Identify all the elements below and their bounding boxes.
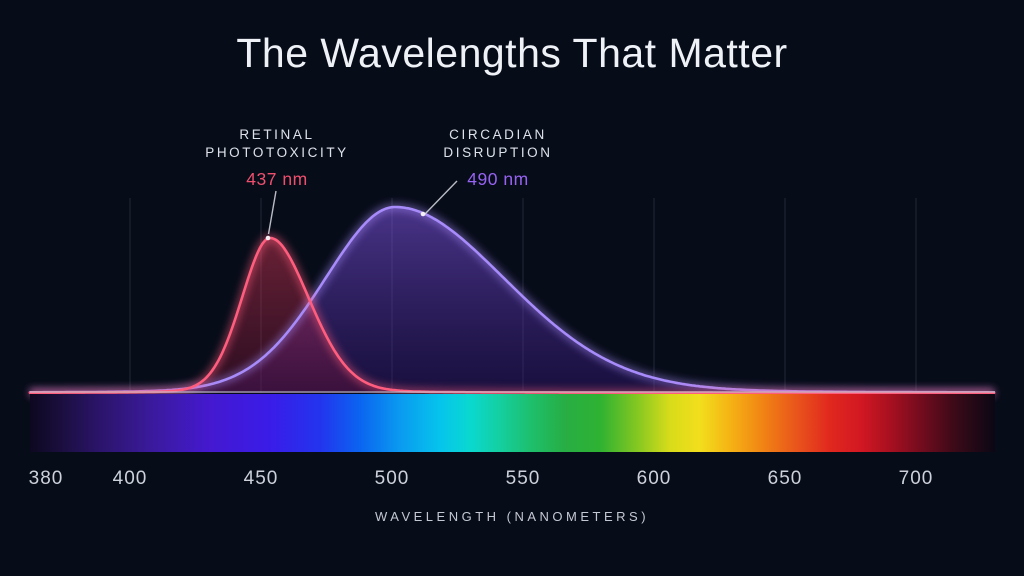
annotation-peak-value: 490 nm [467,169,529,189]
annotation-circadian-disruption: CIRCADIAN DISRUPTION 490 nm [443,126,552,190]
retinal-phototoxicity-fill [30,238,995,393]
leader-dot-retinal-phototoxicity [265,235,271,241]
circadian-disruption-curve [28,205,996,394]
tick-label-400: 400 [112,468,148,489]
leader-dot-circadian-disruption [420,211,426,217]
x-axis-title: WAVELENGTH (NANOMETERS) [374,509,650,524]
annotation-name-line: CIRCADIAN [449,127,547,142]
annotation-name-line: DISRUPTION [443,145,553,160]
annotation-peak-value: 437 nm [246,169,308,189]
retinal-phototoxicity-glow [30,234,994,397]
visible-spectrum-bar [30,394,995,452]
tick-label-500: 500 [374,468,410,489]
annotation-name-line: PHOTOTOXICITY [205,145,349,160]
tick-label-650: 650 [767,468,803,489]
circadian-disruption-glow [30,203,994,396]
x-axis-ticks: 380 400 450 500 550 600 650 700 [0,468,1024,492]
leader-line-retinal-phototoxicity [267,190,277,235]
circadian-disruption-fill [30,207,995,393]
tick-label-450: 450 [243,468,279,489]
tick-label-600: 600 [636,468,672,489]
tick-label-380: 380 [28,468,64,489]
page-title: The Wavelengths That Matter [236,30,788,76]
annotation-retinal-phototoxicity: RETINAL PHOTOTOXICITY 437 nm [205,126,349,190]
retinal-phototoxicity-curve [28,236,996,395]
tick-label-550: 550 [505,468,541,489]
tick-label-700: 700 [898,468,934,489]
annotation-name-line: RETINAL [239,127,315,142]
x-axis-line [30,391,995,393]
